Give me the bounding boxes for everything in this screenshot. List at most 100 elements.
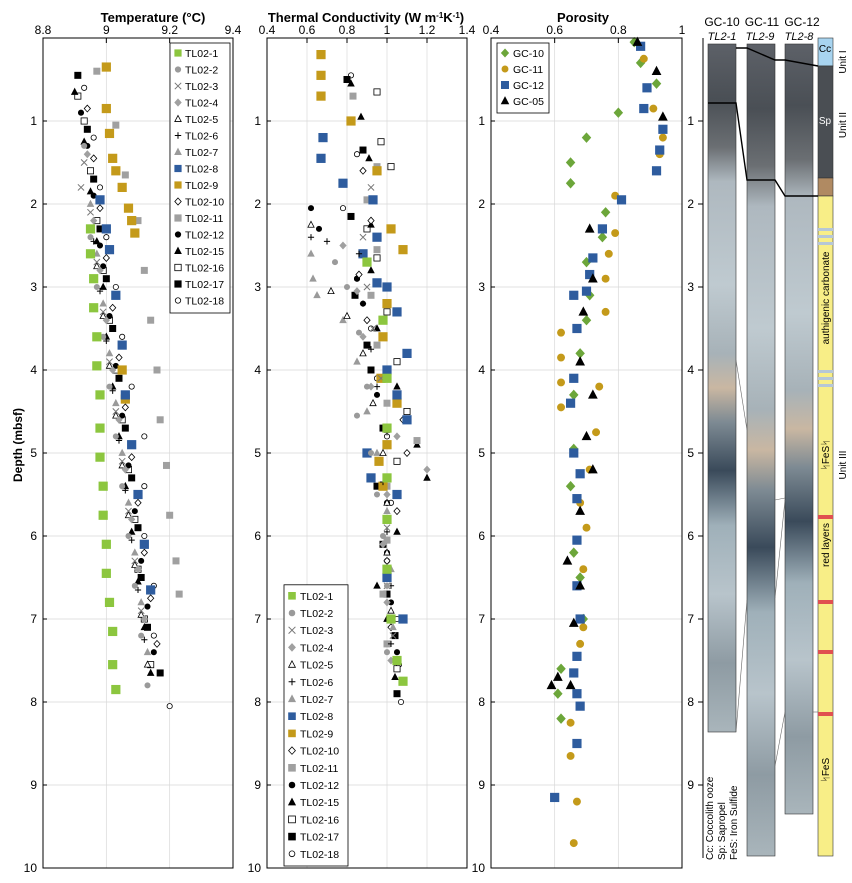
data-point-tl02-8 [368, 195, 378, 205]
data-point-tl02-8 [139, 539, 149, 549]
data-point-tl02-8 [127, 440, 137, 450]
data-point-tl02-16 [80, 117, 88, 125]
data-point-tl02-2 [373, 491, 381, 498]
data-point-tl02-2 [174, 66, 182, 73]
core-tick-label: 3 [687, 280, 694, 294]
data-point-tl02-11 [112, 121, 120, 129]
data-point-tl02-8 [318, 132, 328, 143]
y-tick-label: 5 [478, 446, 485, 460]
data-point-tl02-17 [367, 366, 375, 374]
data-point-tl02-15 [373, 324, 381, 332]
data-point-tl02-5 [287, 660, 297, 668]
data-point-tl02-15 [287, 797, 297, 806]
data-point-tl02-16 [288, 815, 296, 824]
data-point-tl02-7 [86, 199, 95, 207]
data-point-gc-11 [604, 249, 613, 258]
data-point-tl02-2 [138, 632, 145, 639]
data-point-tl02-17 [359, 146, 367, 154]
core-depth-ticks: 1 2 3 4 5 6 7 8 9 [687, 114, 703, 792]
data-point-tl02-9 [111, 166, 121, 176]
unit-2-label: Unit II [838, 112, 849, 138]
data-point-tl02-7 [309, 274, 317, 282]
data-point-gc-12 [575, 614, 585, 624]
y-tick-label: 9 [478, 778, 485, 792]
data-point-tl02-3 [118, 457, 126, 465]
core-gc10-image [707, 43, 737, 733]
porosity-frame [490, 37, 683, 869]
data-point-gc-11 [639, 54, 648, 63]
data-point-tl02-9 [130, 228, 140, 238]
data-point-tl02-17 [74, 71, 82, 79]
data-point-gc-10 [565, 157, 576, 168]
legend-label: TL02-11 [300, 763, 338, 775]
core-tick-label: 5 [687, 446, 694, 460]
data-point-tl02-10 [288, 746, 296, 755]
thin-correlation-line [735, 599, 748, 733]
core-tick-label: 4 [687, 363, 694, 377]
core-gc12-image [784, 43, 814, 815]
data-point-gc-05 [575, 580, 585, 590]
data-point-tl02-9 [108, 153, 118, 163]
data-point-tl02-12 [77, 109, 85, 116]
x-tick-label: 0.8 [339, 23, 356, 37]
data-point-tl02-8 [95, 195, 105, 205]
y-tick-label: 1 [30, 114, 37, 128]
data-point-gc-11 [576, 639, 585, 648]
conductivity-title-mid: K [443, 10, 453, 25]
data-point-tl02-6 [367, 346, 375, 353]
data-point-gc-05 [588, 273, 598, 283]
data-point-tl02-6 [134, 586, 142, 594]
data-point-tl02-1 [108, 626, 118, 637]
red-layer-band [818, 712, 833, 716]
data-point-gc-12 [572, 323, 582, 334]
data-point-tl02-17 [134, 524, 142, 532]
y-tick-label: 7 [254, 612, 261, 626]
data-point-gc-10 [651, 78, 662, 89]
data-point-gc-11 [501, 65, 509, 73]
data-point-gc-12 [565, 398, 576, 408]
data-point-tl02-1 [111, 684, 121, 695]
y-tick-label: 9 [30, 778, 37, 792]
data-point-gc-11 [579, 623, 588, 632]
y-tick-label: 8 [478, 695, 485, 709]
red-layer-band [818, 515, 833, 519]
data-point-gc-05 [568, 617, 579, 627]
data-point-tl02-2 [112, 433, 119, 440]
data-point-gc-11 [601, 307, 610, 316]
y-tick-label: 4 [254, 363, 261, 377]
data-point-tl02-4 [339, 241, 347, 250]
legend-label: TL02-5 [300, 660, 333, 672]
legend-label: TL02-5 [185, 114, 218, 126]
data-point-tl02-1 [95, 390, 105, 400]
legend-label: TL02-12 [185, 230, 224, 242]
data-point-tl02-3 [80, 159, 88, 166]
data-point-tl02-10 [363, 316, 371, 325]
data-point-tl02-8 [392, 390, 402, 400]
data-point-tl02-17 [137, 574, 145, 582]
data-point-tl02-8 [111, 290, 121, 300]
data-point-tl02-8 [133, 489, 143, 500]
thin-correlation-line [735, 359, 748, 431]
data-point-gc-12 [500, 81, 509, 90]
data-point-gc-12 [575, 469, 585, 479]
data-point-tl02-1 [104, 597, 115, 608]
legend-label: TL02-7 [300, 694, 333, 706]
data-point-tl02-2 [144, 682, 151, 689]
data-point-tl02-2 [106, 383, 113, 390]
data-point-tl02-17 [343, 76, 351, 84]
data-point-tl02-4 [288, 643, 296, 652]
authigenic-band [818, 228, 833, 231]
data-point-tl02-1 [382, 373, 392, 383]
data-point-tl02-11 [93, 67, 101, 75]
legend-label: TL02-18 [185, 296, 224, 308]
data-point-tl02-18 [339, 205, 347, 212]
data-point-tl02-11 [373, 246, 381, 254]
x-tick-label: 1.2 [419, 23, 436, 37]
data-point-gc-12 [588, 253, 598, 263]
data-point-tl02-12 [174, 231, 182, 238]
x-tick-label: 1.4 [459, 23, 476, 37]
data-point-tl02-5 [359, 349, 367, 357]
data-point-tl02-4 [383, 490, 391, 499]
legend-label: TL02-6 [300, 677, 333, 689]
